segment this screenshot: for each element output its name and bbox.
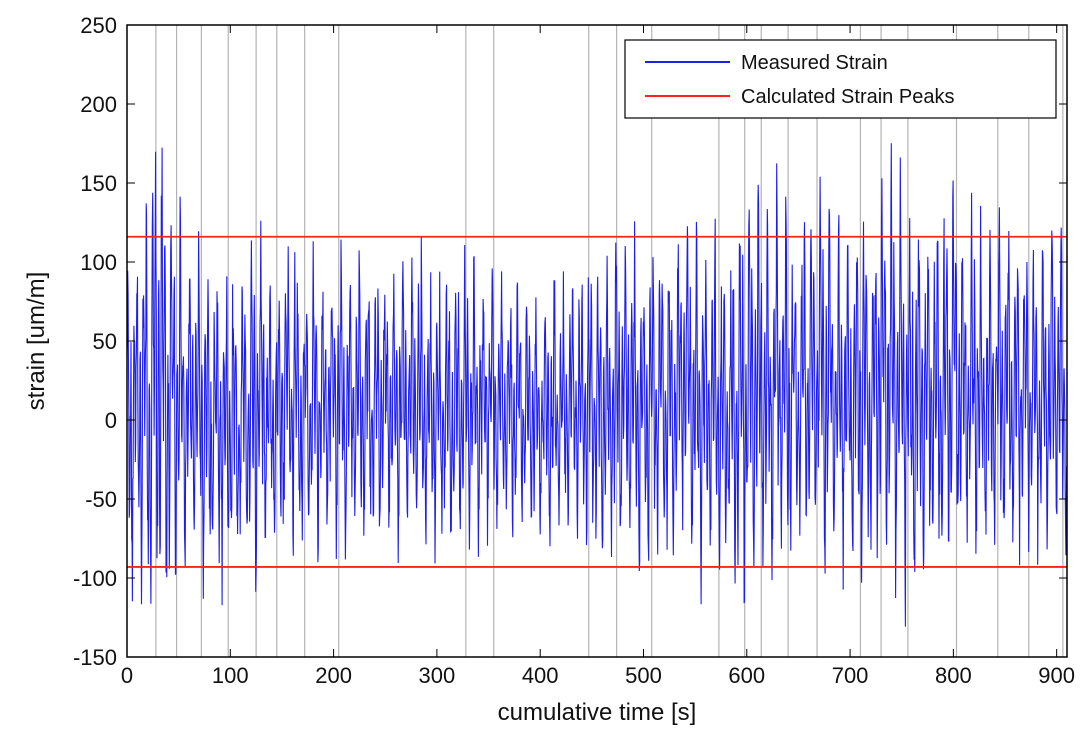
y-tick-label: 0: [105, 408, 117, 433]
y-tick-label: -100: [73, 566, 117, 591]
x-axis-ticks: 0 100 200 300 400 500 600 700 800 900: [121, 25, 1075, 688]
y-tick-label: 250: [80, 13, 117, 38]
measured-strain-series: [126, 143, 1068, 627]
x-tick-label: 500: [625, 663, 662, 688]
y-tick-label: 100: [80, 250, 117, 275]
x-tick-label: 400: [522, 663, 559, 688]
x-tick-label: 300: [419, 663, 456, 688]
x-axis-label: cumulative time [s]: [498, 699, 697, 726]
y-tick-label: -50: [85, 487, 117, 512]
legend-label-measured: Measured Strain: [741, 52, 888, 74]
x-tick-label: 600: [728, 663, 765, 688]
x-tick-label: 800: [935, 663, 972, 688]
calculated-strain-peaks-series: [127, 235, 1067, 568]
x-tick-label: 0: [121, 663, 133, 688]
y-axis-ticks: 250 200 150 100 50 0 -50 -100 -150: [73, 13, 1067, 670]
y-tick-label: 50: [93, 329, 117, 354]
x-tick-label: 900: [1038, 663, 1075, 688]
y-tick-label: 200: [80, 92, 117, 117]
x-tick-label: 100: [212, 663, 249, 688]
x-tick-label: 200: [315, 663, 352, 688]
y-tick-label: -150: [73, 645, 117, 670]
y-tick-label: 150: [80, 171, 117, 196]
legend: Measured Strain Calculated Strain Peaks: [624, 39, 1057, 119]
y-axis-label: strain [um/m]: [23, 272, 50, 411]
legend-box: [624, 39, 1057, 119]
measured-strain-line: [126, 143, 1068, 627]
x-tick-label: 700: [832, 663, 869, 688]
legend-label-peaks: Calculated Strain Peaks: [741, 86, 954, 108]
